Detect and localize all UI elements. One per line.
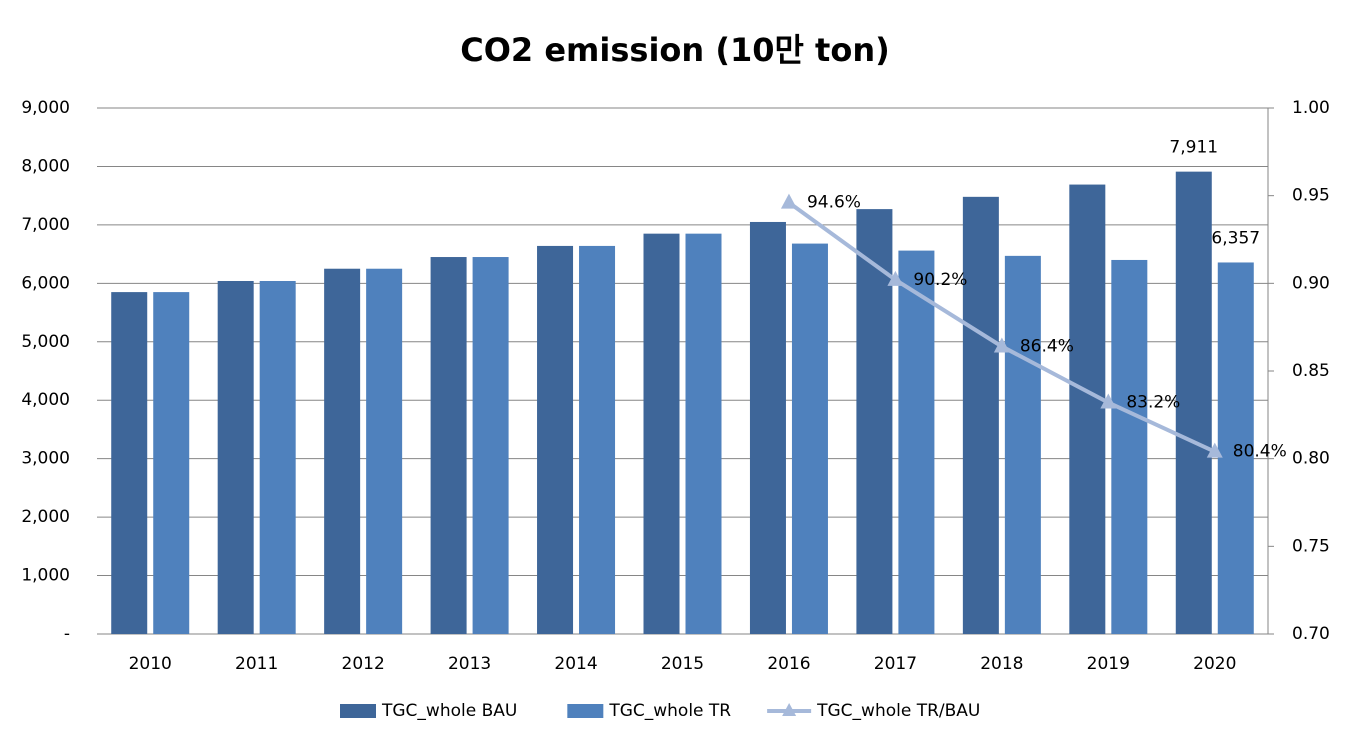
bar <box>856 209 893 634</box>
legend-swatch <box>567 704 604 718</box>
y-tick-label: 7,000 <box>21 215 70 235</box>
bar <box>1175 171 1212 634</box>
y-tick-label: 2,000 <box>21 507 70 527</box>
x-tick-label: 2016 <box>767 654 810 674</box>
bar <box>898 250 935 635</box>
bar <box>1111 259 1148 634</box>
marker <box>1100 393 1117 409</box>
y-tick-label: 9,000 <box>21 98 70 118</box>
bar <box>962 196 999 634</box>
x-tick-label: 2011 <box>235 654 278 674</box>
bar <box>259 280 296 634</box>
y2-tick-label: 0.75 <box>1292 536 1330 556</box>
x-tick-label: 2010 <box>129 654 172 674</box>
bar <box>217 280 254 634</box>
x-tick-label: 2012 <box>342 654 385 674</box>
y2-tick-label: 0.90 <box>1292 273 1330 293</box>
marker <box>1206 442 1223 458</box>
x-tick-label: 2013 <box>448 654 491 674</box>
bar <box>111 292 148 634</box>
y-tick-label: 4,000 <box>21 390 70 410</box>
data-label: 80.4% <box>1233 442 1287 462</box>
bar <box>1004 255 1041 634</box>
y-tick-label: 6,000 <box>21 273 70 293</box>
y2-tick-label: 0.85 <box>1292 361 1330 381</box>
legend-marker <box>782 703 797 716</box>
legend-label: TGC_whole TR/BAU <box>816 701 980 721</box>
bar <box>472 257 509 634</box>
marker <box>780 193 797 209</box>
data-label: 7,911 <box>1169 138 1218 158</box>
y2-tick-label: 0.70 <box>1292 624 1330 644</box>
y-tick-label: 8,000 <box>21 156 70 176</box>
bar <box>749 221 786 634</box>
x-tick-label: 2017 <box>874 654 917 674</box>
bar <box>430 257 467 634</box>
legend-swatch <box>340 704 376 718</box>
bar <box>537 245 574 634</box>
legend-label: TGC_whole BAU <box>381 701 517 721</box>
y2-tick-label: 1.00 <box>1292 98 1330 118</box>
data-label: 94.6% <box>807 193 861 213</box>
data-label: 83.2% <box>1126 393 1180 413</box>
data-label: 90.2% <box>913 270 967 290</box>
x-tick-label: 2018 <box>980 654 1023 674</box>
x-tick-label: 2019 <box>1087 654 1130 674</box>
chart-title: CO2 emission (10만 ton) <box>460 31 890 69</box>
marker <box>993 337 1010 353</box>
bar <box>324 268 361 634</box>
y2-tick-label: 0.95 <box>1292 186 1330 206</box>
bar <box>579 245 616 634</box>
bar <box>791 243 828 634</box>
y-tick-label: - <box>64 624 70 644</box>
line <box>787 201 1216 454</box>
bar <box>1217 262 1254 634</box>
x-tick-label: 2015 <box>661 654 704 674</box>
y-tick-label: 3,000 <box>21 449 70 469</box>
y2-tick-label: 0.80 <box>1292 449 1330 469</box>
bar <box>685 233 722 634</box>
x-tick-label: 2020 <box>1193 654 1236 674</box>
bar <box>366 268 403 634</box>
bar <box>1069 184 1106 634</box>
marker <box>887 270 904 286</box>
bar <box>153 292 190 634</box>
y-tick-label: 5,000 <box>21 332 70 352</box>
x-tick-label: 2014 <box>554 654 597 674</box>
y-tick-label: 1,000 <box>21 566 70 586</box>
bar <box>643 233 680 634</box>
data-label: 6,357 <box>1211 228 1260 248</box>
data-label: 86.4% <box>1020 336 1074 356</box>
legend-label: TGC_whole TR <box>608 701 731 721</box>
